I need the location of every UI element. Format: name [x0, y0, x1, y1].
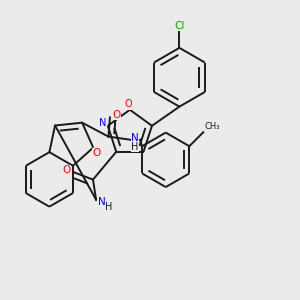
Text: N: N	[98, 118, 106, 128]
Text: O: O	[62, 165, 70, 175]
Text: H: H	[131, 142, 139, 152]
Text: N: N	[131, 133, 139, 143]
Text: O: O	[93, 148, 101, 158]
Text: Cl: Cl	[174, 20, 184, 31]
Text: O: O	[112, 110, 120, 120]
Text: CH₃: CH₃	[205, 122, 220, 131]
Text: N: N	[98, 197, 106, 207]
Text: H: H	[105, 202, 113, 212]
Text: O: O	[124, 99, 132, 109]
